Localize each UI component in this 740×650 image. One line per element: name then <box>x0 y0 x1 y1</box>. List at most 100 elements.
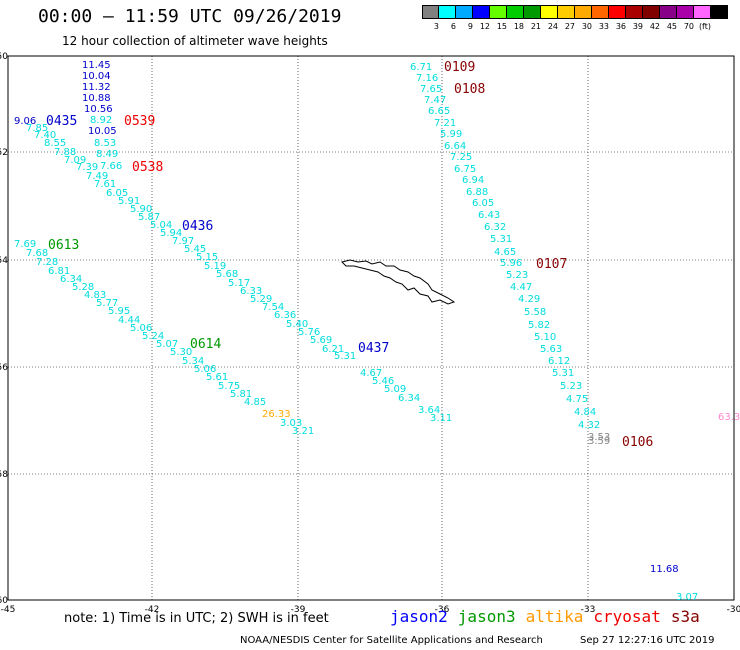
wave-height-label: 5.07 <box>156 339 178 350</box>
legend-label: 3 <box>433 22 439 31</box>
wave-height-label: 5.96 <box>500 258 522 269</box>
legend-label: 27 <box>564 22 575 31</box>
wave-height-label: 5.90 <box>130 204 152 215</box>
wave-height-label: 4.47 <box>510 282 532 293</box>
wave-height-label: 7.40 <box>34 130 56 141</box>
wave-height-label: 5.04 <box>150 220 172 231</box>
wave-height-label: 7.68 <box>26 248 48 259</box>
wave-height-label: 5.31 <box>552 368 574 379</box>
wave-height-label: 3.59 <box>588 436 610 447</box>
legend-label: 12 <box>479 22 490 31</box>
lat-tick-label: -58 <box>0 470 8 480</box>
wave-height-label: 5.24 <box>142 331 164 342</box>
wave-height-label: 5.95 <box>108 306 130 317</box>
wave-height-label: 7.61 <box>94 179 116 190</box>
legend-label: 39 <box>632 22 643 31</box>
pass-id-label: 0539 <box>124 114 155 129</box>
wave-height-label: 7.85 <box>26 123 48 134</box>
wave-height-label: 6.36 <box>274 310 296 321</box>
wave-height-label: 6.88 <box>466 187 488 198</box>
wave-height-label: 10.04 <box>82 71 111 82</box>
legend-label: 45 <box>666 22 677 31</box>
lat-tick-label: -52 <box>0 148 8 158</box>
wave-height-label: 63.3 <box>718 412 740 423</box>
wave-height-label: 6.34 <box>60 274 82 285</box>
wave-height-label: 6.75 <box>454 164 476 175</box>
legend-color-box <box>592 5 609 19</box>
legend-color-box <box>524 5 541 19</box>
lon-tick-label: -45 <box>1 605 16 615</box>
wave-height-label: 5.87 <box>138 212 160 223</box>
wave-height-label: 3.03 <box>280 418 302 429</box>
wave-height-label: 5.17 <box>228 278 250 289</box>
wave-height-label: 6.71 <box>410 62 432 73</box>
satellite-name: jason3 <box>457 607 516 626</box>
wave-height-label: 4.65 <box>494 247 516 258</box>
wave-height-label: 4.67 <box>360 368 382 379</box>
wave-height-label: 6.64 <box>444 141 466 152</box>
map-border <box>7 55 735 601</box>
pass-id-label: 0613 <box>48 238 79 253</box>
wave-height-label: 5.68 <box>216 269 238 280</box>
wave-height-label: 6.81 <box>48 266 70 277</box>
legend-label: 33 <box>598 22 609 31</box>
wave-height-label: 4.32 <box>578 420 600 431</box>
wave-height-label: 10.88 <box>82 93 111 104</box>
wave-height-label: 5.29 <box>250 294 272 305</box>
wave-height-label: 4.85 <box>244 397 266 408</box>
legend-color-box <box>422 5 439 19</box>
wave-height-label: 4.75 <box>566 394 588 405</box>
legend-label: 6 <box>450 22 456 31</box>
wave-height-label: 4.44 <box>118 315 140 326</box>
legend-color-box <box>626 5 643 19</box>
satellite-name: altika <box>525 607 584 626</box>
wave-height-label: 5.31 <box>334 351 356 362</box>
pass-id-label: 0106 <box>622 435 653 450</box>
wave-height-label: 5.94 <box>160 228 182 239</box>
wave-height-label: 10.56 <box>84 104 113 115</box>
wave-height-label: 5.23 <box>560 381 582 392</box>
wave-height-label: 11.68 <box>650 564 679 575</box>
pass-id-label: 0614 <box>190 337 221 352</box>
wave-height-label: 6.65 <box>428 106 450 117</box>
wave-height-label: 5.46 <box>372 376 394 387</box>
wave-height-label: 5.81 <box>230 389 252 400</box>
map-title: 00:00 – 11:59 UTC 09/26/2019 <box>38 6 342 27</box>
legend-color-box <box>507 5 524 19</box>
satellite-legend: jason2 jason3 altika cryosat s3a <box>390 607 710 626</box>
legend-label: 9 <box>467 22 473 31</box>
legend-color-box <box>541 5 558 19</box>
wave-height-label: 6.43 <box>478 210 500 221</box>
wave-height-label: 5.40 <box>286 319 308 330</box>
legend-color-box <box>558 5 575 19</box>
wave-height-label: 5.06 <box>130 323 152 334</box>
legend-color-box <box>490 5 507 19</box>
legend-color-box <box>694 5 711 19</box>
wave-height-label: 6.94 <box>462 175 484 186</box>
pass-id-label: 0109 <box>444 60 475 75</box>
credit-text: NOAA/NESDIS Center for Satellite Applica… <box>240 635 543 646</box>
wave-height-label: 5.06 <box>194 364 216 375</box>
legend-color-box <box>711 5 728 19</box>
pass-id-label: 0437 <box>358 341 389 356</box>
lat-tick-label: -60 <box>0 596 8 606</box>
wave-height-label: 5.82 <box>528 320 550 331</box>
pass-id-label: 0107 <box>536 257 567 272</box>
legend-label: 70 <box>683 22 694 31</box>
wave-height-label: 6.12 <box>548 356 570 367</box>
pass-id-label: 0435 <box>46 114 77 129</box>
wave-height-label: 6.33 <box>240 286 262 297</box>
wave-height-label: 5.10 <box>534 332 556 343</box>
lon-tick-label: -30 <box>727 605 740 615</box>
wave-height-label: 7.54 <box>262 302 284 313</box>
wave-height-label: 5.30 <box>170 347 192 358</box>
wave-height-label: 11.32 <box>82 82 111 93</box>
wave-height-label: 5.15 <box>196 252 218 263</box>
wave-height-label: 5.28 <box>72 282 94 293</box>
wave-height-legend: 3 6 9 12 15 18 21 24 27 30 33 36 39 42 45 70 (ft) <box>422 5 728 31</box>
lon-tick-label: -36 <box>435 605 450 615</box>
wave-height-label: 7.88 <box>54 147 76 158</box>
lat-tick-label: -56 <box>0 363 8 373</box>
